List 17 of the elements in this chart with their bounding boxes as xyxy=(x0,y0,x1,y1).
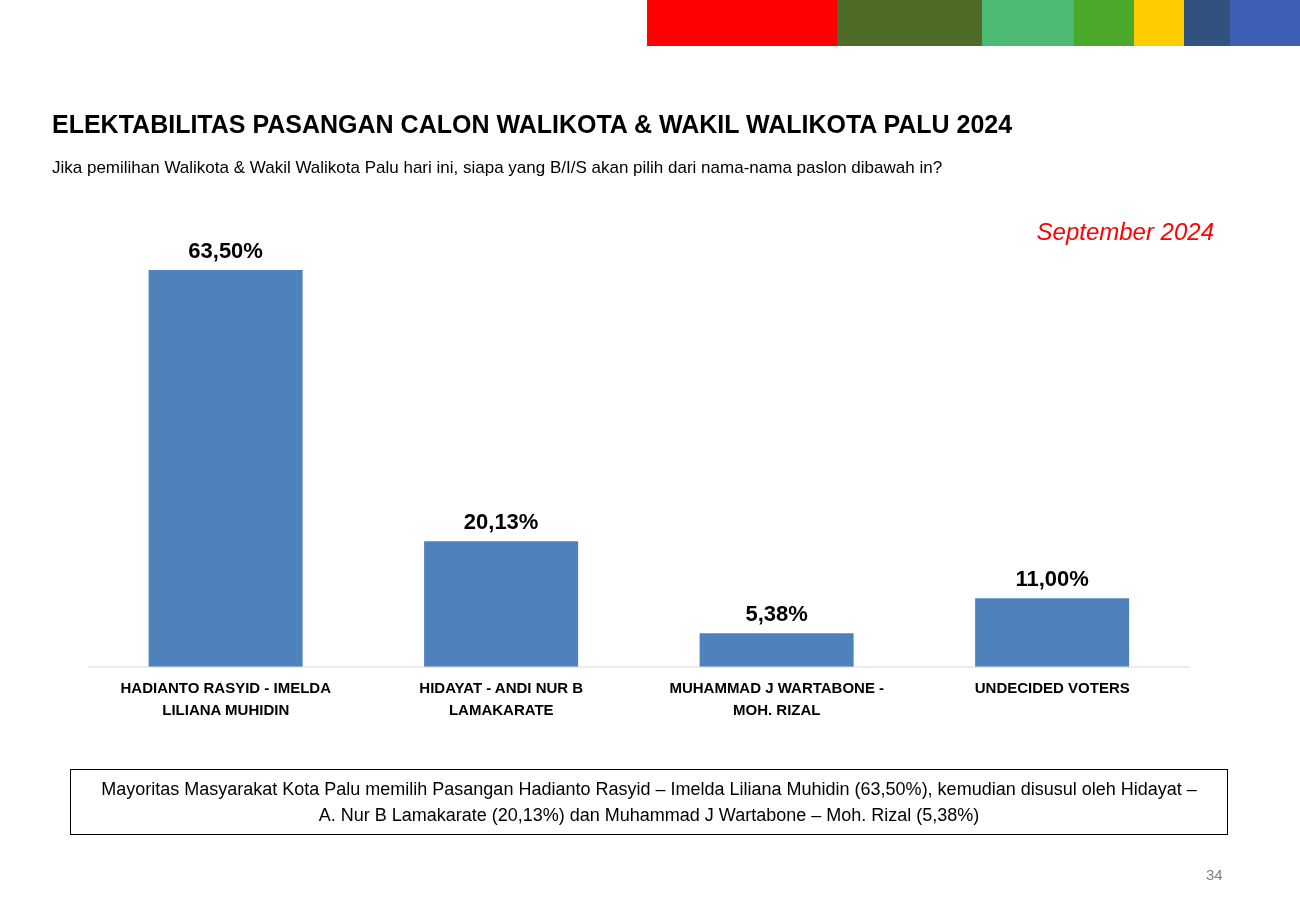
x-tick-label: UNDECIDED VOTERS xyxy=(974,679,1130,696)
text: September 2024 xyxy=(1036,218,1214,246)
x-tick-label: HIDAYAT - ANDI NUR B LAMAKARATE xyxy=(419,679,584,718)
chart-title: ELEKTABILITAS PASANGAN CALON WALIKOTA & WAKIL WALIKOTA PALU 2024 xyxy=(52,110,1013,139)
chart-subtitle: Jika pemilihan Walikota & Wakil Walikota Palu hari ini, siapa yang B/I/S akan pilih dari nama-nama paslon dibawah in? xyxy=(52,158,943,178)
bar xyxy=(148,270,303,667)
data-label: 11,00% xyxy=(1015,566,1089,592)
bar xyxy=(699,633,854,667)
data-label: 5,38% xyxy=(745,601,808,627)
data-label: 20,13% xyxy=(463,509,539,535)
x-tick-label: MUHAMMAD J WARTABONE - MOH. RIZAL xyxy=(669,679,885,718)
data-label: 63,50% xyxy=(188,238,263,263)
x-tick-label: HADIANTO RASYID - IMELDA LILIANA MUHIDIN xyxy=(120,679,332,718)
bar xyxy=(424,541,579,667)
bar xyxy=(975,598,1130,667)
text: Mayoritas Masyarakat Kota Palu memilih Pasangan Hadianto Rasyid – Imelda Liliana Muhidin (63,50%), kemudian disusul oleh Hidayat – A. Nur B Lamakarate (20,13%) dan Muhammad J Wartabone – Moh. Rizal (5,38%) xyxy=(70,769,1228,835)
text: 34 xyxy=(1206,866,1223,883)
